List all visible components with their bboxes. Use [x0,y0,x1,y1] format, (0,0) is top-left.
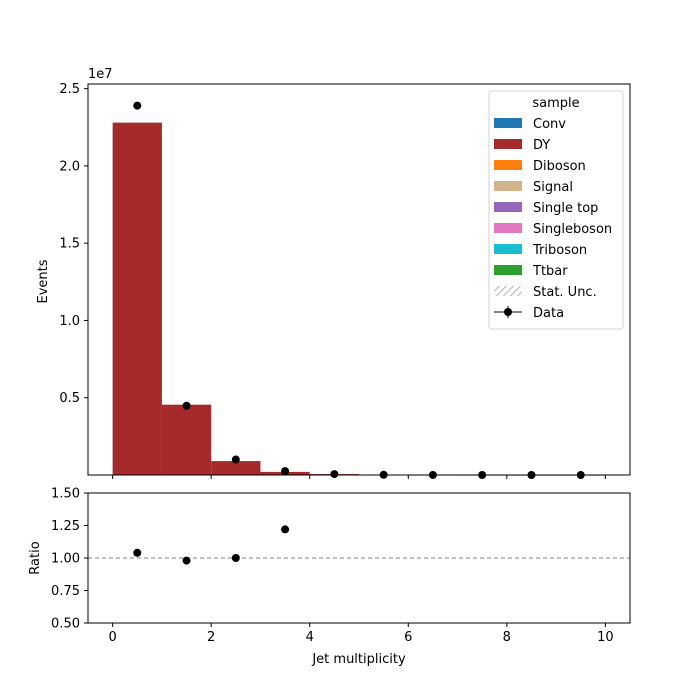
legend-label-singleboson: Singleboson [533,222,612,237]
data-point-bin-3 [281,467,290,476]
ratio-point-1 [182,556,191,565]
ratio-axes-frame [87,492,631,624]
legend-swatch-singleboson [494,223,522,233]
main-panel: 0.5 1.0 1.5 2.0 2.5 1e7 Events [36,67,631,479]
main-y-tick-label: 1.5 [59,237,80,252]
bar-dy-bin-0 [112,122,162,476]
ratio-x-tick-label: 0 [108,630,116,645]
legend-label-ttbar: Ttbar [532,264,568,279]
ratio-x-tick-label: 8 [503,630,511,645]
ratio-point-3 [281,525,290,534]
ratio-y-tick-label: 1.00 [51,552,80,567]
data-point-bin-4 [330,470,339,479]
main-y-tick-label: 0.5 [59,391,80,406]
ratio-y-tick-label: 1.25 [51,519,80,534]
main-axes-frame [87,83,631,476]
legend-label-signal: Signal [533,180,573,195]
legend-label-triboson: Triboson [532,243,587,258]
legend-swatch-triboson [494,244,522,254]
legend-box [488,90,624,330]
ratio-y-tick-label: 1.50 [51,487,80,502]
legend-label-single-top: Single top [533,201,598,216]
legend-swatch-signal [494,181,522,191]
ratio-panel: 0.50 0.75 1.00 1.25 1.50 0 2 4 6 8 10 Jet multiplic… [28,487,631,667]
legend-swatch-conv [494,118,522,128]
legend-swatch-diboson [494,160,522,170]
ratio-point-0 [133,548,142,557]
legend-data-marker [504,308,512,316]
main-y-tick-label: 1.0 [59,314,80,329]
legend-swatch-dy [494,139,522,149]
main-y-axis-label: Events [36,259,51,303]
main-y-tick-label: 2.0 [59,159,80,174]
ratio-y-tick-label: 0.50 [51,617,80,632]
legend-swatch-stat-unc [494,286,522,296]
legend: sample Conv DY Diboson Signal Single top Singl… [488,90,624,330]
ratio-y-tick-label: 0.75 [51,584,80,599]
ratio-y-axis-label: Ratio [28,541,43,574]
ratio-x-tick-label: 6 [404,630,412,645]
y-scale-label: 1e7 [88,67,113,82]
ratio-point-2 [231,554,240,562]
legend-label-data: Data [533,306,564,321]
legend-label-dy: DY [533,138,550,153]
legend-label-stat-unc: Stat. Unc. [533,285,597,300]
data-point-bin-0 [133,101,142,110]
main-y-tick-label: 2.5 [59,82,80,97]
ratio-x-tick-label: 2 [207,630,215,645]
legend-title: sample [532,96,579,111]
data-point-bin-2 [231,455,240,464]
legend-label-diboson: Diboson [533,159,586,174]
x-axis-label: Jet multiplicity [311,652,406,667]
legend-label-conv: Conv [533,117,566,132]
ratio-x-tick-label: 10 [597,630,614,645]
bar-dy-bin-1 [161,404,212,475]
bar-dy-bin-2 [211,461,261,475]
legend-swatch-single-top [494,202,522,212]
ratio-x-tick-label: 4 [306,630,314,645]
legend-swatch-ttbar [494,265,522,275]
data-point-bin-1 [182,401,191,410]
